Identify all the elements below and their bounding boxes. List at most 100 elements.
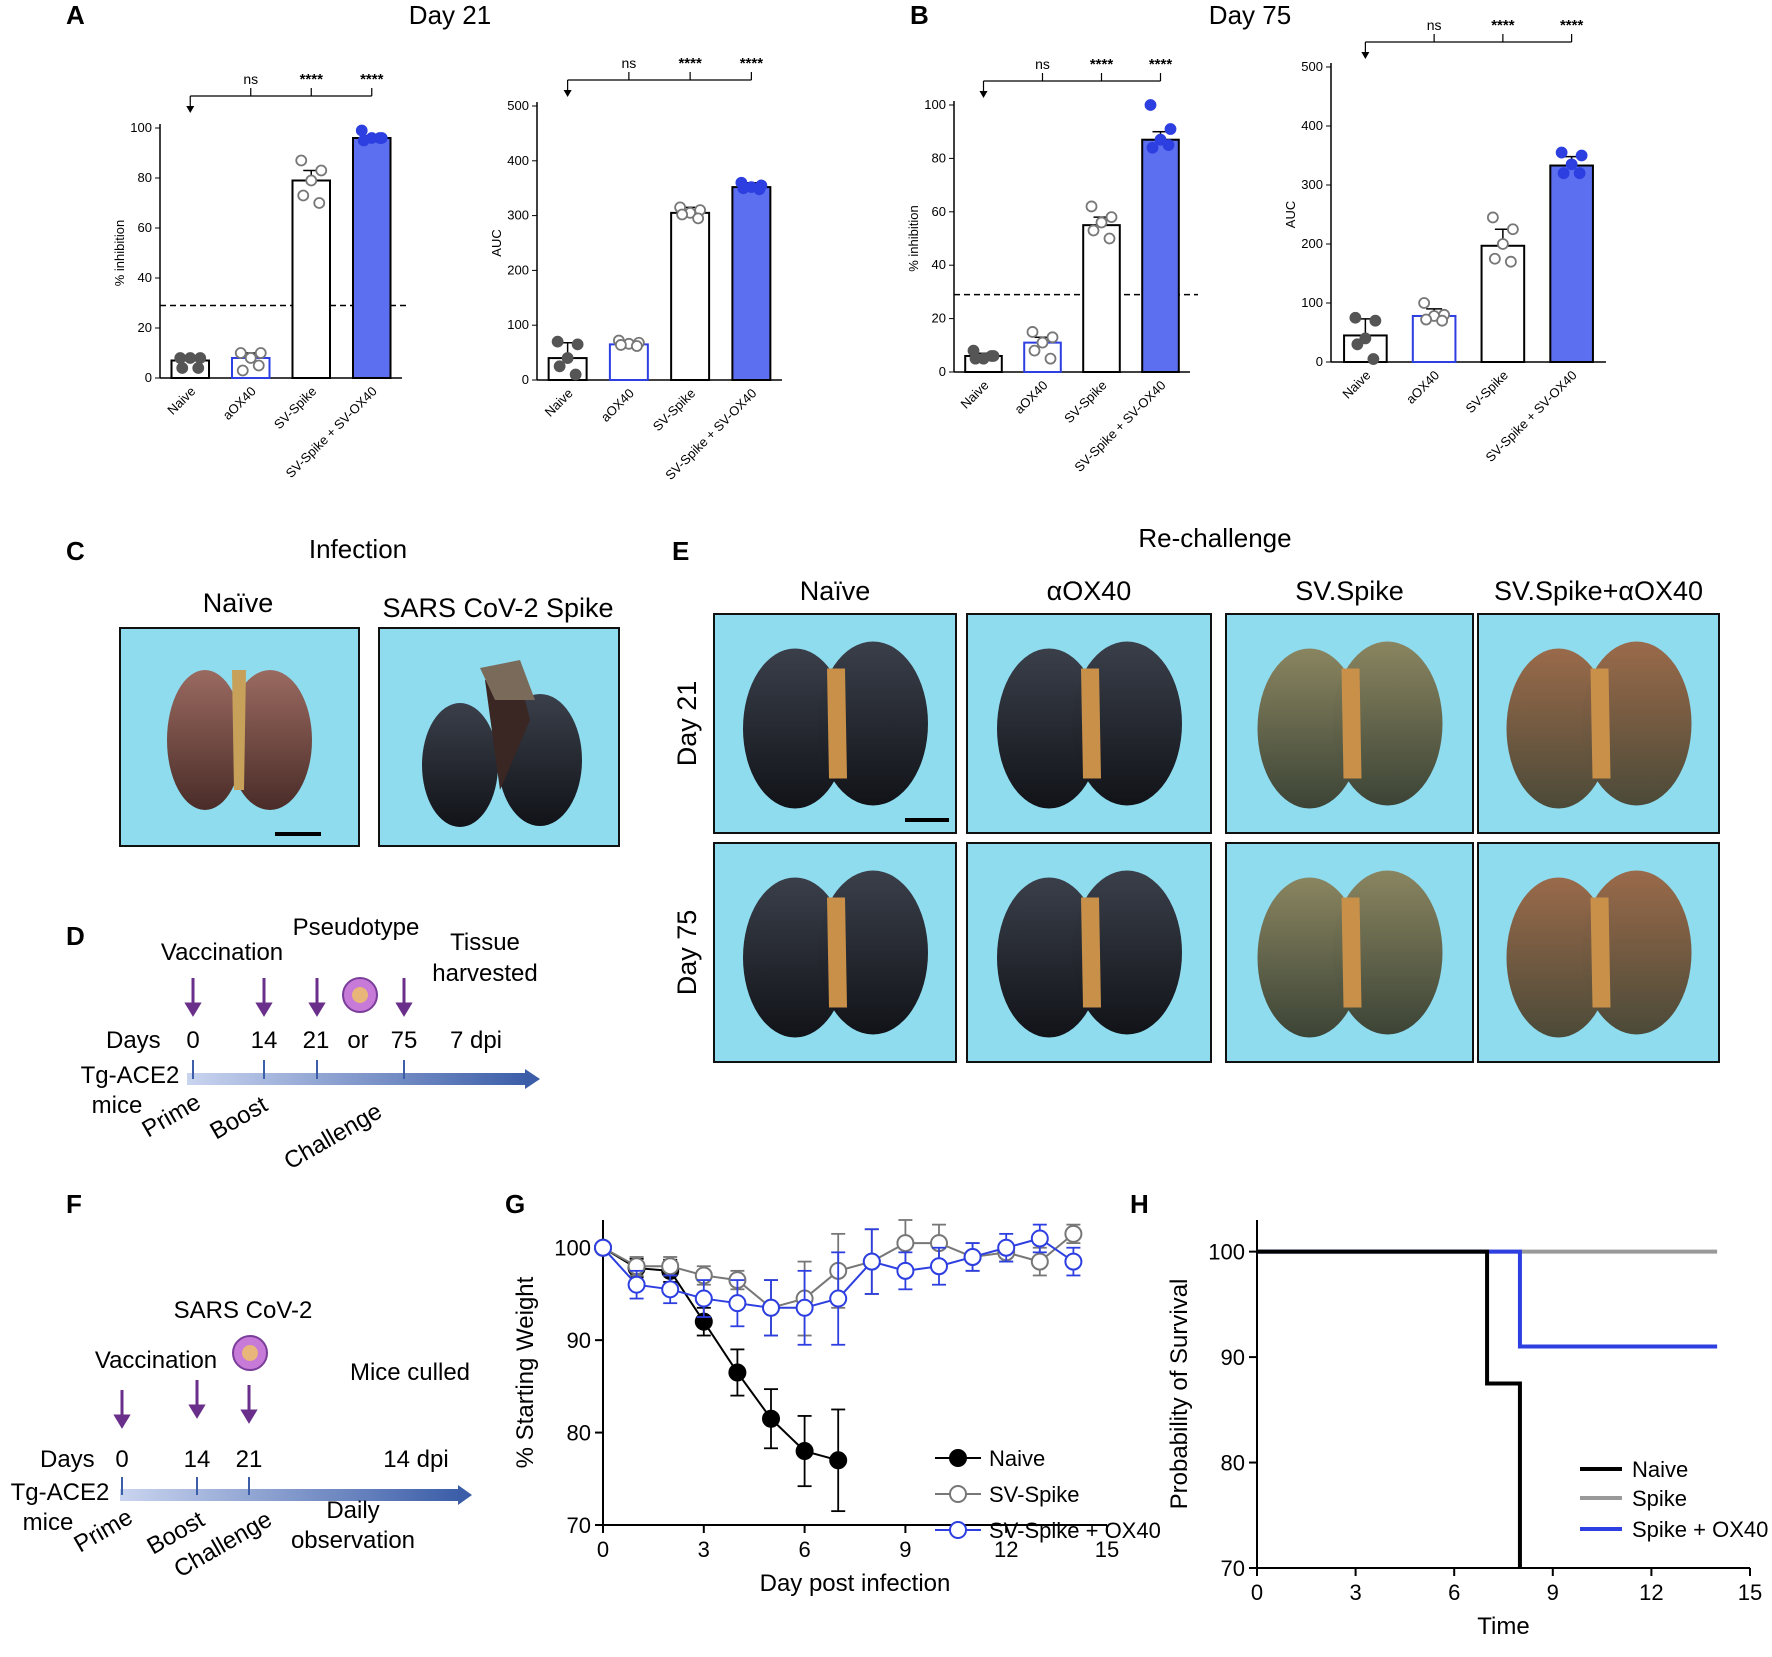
legend-label: Naive <box>989 1446 1045 1471</box>
trachea <box>1590 897 1611 1008</box>
column-title: Naïve <box>800 576 871 606</box>
data-point <box>1036 336 1049 349</box>
data-point <box>357 134 370 147</box>
timeline-f-vaccination: Vaccination <box>95 1347 217 1374</box>
scale-bar <box>905 818 949 822</box>
data-point <box>762 1409 780 1428</box>
image-title-naive: Naïve <box>203 588 274 618</box>
timeline-d-or: or <box>347 1027 368 1054</box>
y-tick-label: 80 <box>567 1421 591 1446</box>
data-point <box>1105 211 1118 224</box>
data-point <box>1575 149 1588 162</box>
data-point <box>985 350 998 362</box>
x-tick-label: 6 <box>798 1537 810 1562</box>
panel-label-f: F <box>66 1189 82 1219</box>
arrow-head <box>186 106 195 113</box>
data-point <box>969 352 982 365</box>
significance-label: **** <box>1491 17 1515 34</box>
data-point <box>254 347 267 359</box>
chart-g-weight: 0 3 6 9 12 15 70 80 90 100 Day post infection % Sta… <box>512 1219 1161 1597</box>
data-point <box>1486 211 1499 224</box>
y-tick-label: 70 <box>567 1513 591 1538</box>
lung-lobe-left <box>1257 877 1362 1038</box>
significance-label: **** <box>1560 17 1584 34</box>
significance-label: ns <box>1035 56 1050 72</box>
data-point <box>1144 99 1157 111</box>
timeline-d-pseudotype: Pseudotype <box>293 914 420 941</box>
timeline-f-day-0: 0 <box>115 1446 128 1473</box>
panel-label-a: A <box>66 0 85 30</box>
legend-label: Naive <box>1632 1457 1688 1482</box>
x-tick-label: 15 <box>1738 1580 1762 1605</box>
timeline-f-obs-2: observation <box>291 1527 415 1554</box>
category-label: Naive <box>1339 368 1373 402</box>
y-tick-label: 60 <box>932 204 946 219</box>
y-axis-label: % Starting Weight <box>512 1276 539 1468</box>
legend-label: Spike <box>1632 1486 1687 1511</box>
trachea <box>1590 668 1611 779</box>
panel-label-c: C <box>66 536 85 566</box>
data-point <box>1064 1224 1083 1243</box>
data-point <box>737 182 750 195</box>
bar <box>1082 224 1121 373</box>
y-tick-label: 40 <box>138 270 152 285</box>
data-point <box>1030 1229 1049 1248</box>
y-tick-label: 100 <box>507 317 529 332</box>
data-point <box>594 1238 612 1257</box>
virus-icon <box>342 977 378 1013</box>
data-point <box>355 124 368 137</box>
y-axis-label: AUC <box>489 229 504 256</box>
data-point <box>184 352 197 364</box>
y-tick-label: 100 <box>1208 1240 1245 1265</box>
y-axis-label: Probability of Survival <box>1166 1279 1193 1510</box>
timeline-d-boost: Boost <box>206 1091 273 1145</box>
panel-title-a: Day 21 <box>409 0 491 30</box>
timeline-d-mice-1: Tg-ACE2 <box>81 1062 180 1089</box>
data-point <box>315 164 328 177</box>
data-point <box>997 1238 1016 1257</box>
significance-label: ns <box>243 71 258 87</box>
x-axis-label: Day post infection <box>760 1570 951 1597</box>
y-axis-label: % inhibition <box>112 220 127 287</box>
data-point <box>1095 216 1108 229</box>
data-point <box>1349 311 1362 324</box>
lung-photo <box>1225 842 1474 1063</box>
data-point <box>795 1442 814 1461</box>
data-point <box>551 335 564 348</box>
data-point <box>1555 146 1568 159</box>
lung-lobe-left <box>743 877 847 1038</box>
data-point <box>795 1298 814 1317</box>
timeline-d-tissue-2: harvested <box>432 960 537 987</box>
x-tick-label: 3 <box>1349 1580 1361 1605</box>
x-tick-label: 0 <box>597 1537 609 1562</box>
data-point <box>174 352 187 364</box>
data-point <box>305 174 318 187</box>
timeline-f-day-21: 21 <box>236 1446 263 1473</box>
lung-photo <box>713 842 957 1063</box>
panel-label-g: G <box>505 1189 525 1219</box>
lung-lobe-left <box>1257 648 1362 809</box>
image-title-spike: SARS CoV-2 Spike <box>382 593 613 623</box>
timeline-f: SARS CoV-2 Vaccination Mice culled Days … <box>11 1297 472 1583</box>
timeline-f-14dpi: 14 dpi <box>383 1446 448 1473</box>
data-point <box>692 212 705 225</box>
chart-a-inhibition: 0 20 40 60 80 100 % inhibition Naive aOX40 SV-Spi… <box>112 71 410 481</box>
data-point <box>1026 326 1039 338</box>
y-tick-label: 90 <box>567 1328 591 1353</box>
data-point <box>694 1289 713 1308</box>
panel-label-e: E <box>672 536 689 566</box>
timeline-d-day-14: 14 <box>251 1027 278 1054</box>
lung-photo <box>713 613 957 834</box>
lung-lobe-left <box>1506 648 1611 809</box>
lung-photo <box>966 613 1212 834</box>
y-tick-label: 400 <box>507 153 529 168</box>
significance-label: **** <box>300 71 324 88</box>
legend-label: SV-Spike + OX40 <box>989 1518 1161 1543</box>
category-label: aOX40 <box>1011 378 1050 417</box>
panel-label-b: B <box>910 0 929 30</box>
lung-photo-c-spike <box>378 627 620 847</box>
significance-label: **** <box>1090 56 1114 73</box>
data-point <box>627 1275 646 1294</box>
y-tick-label: 500 <box>1301 59 1323 74</box>
